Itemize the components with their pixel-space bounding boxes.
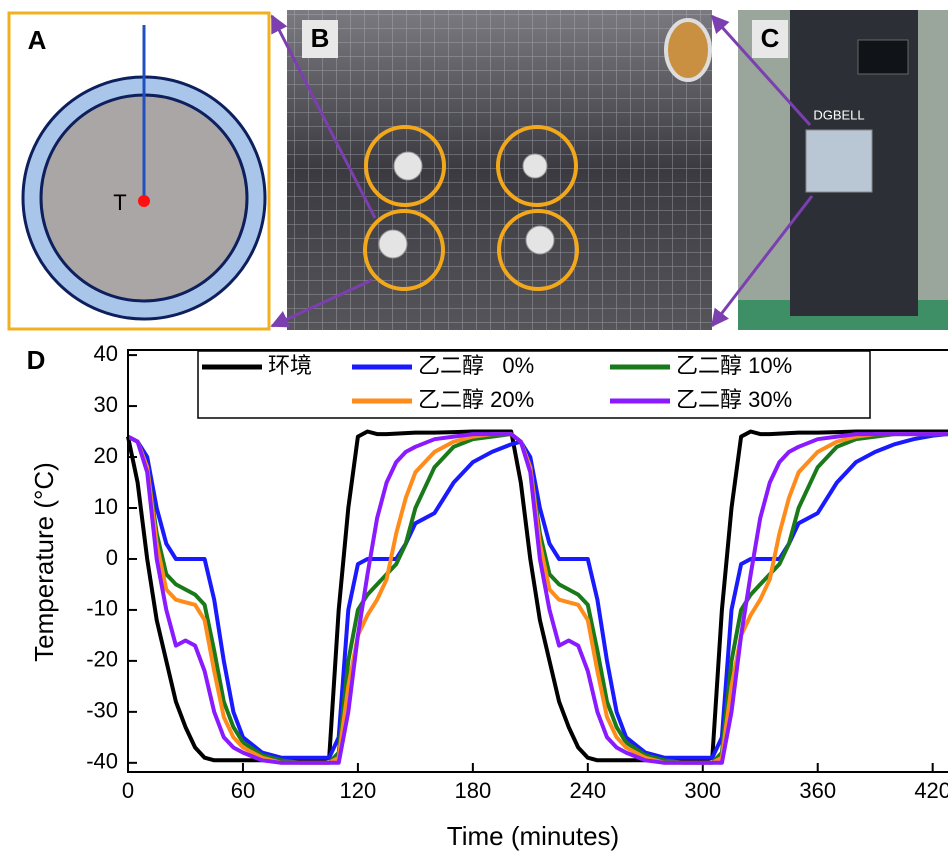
legend-label: 环境 <box>268 353 312 378</box>
x-tick-label: 180 <box>455 778 492 803</box>
highlight <box>364 125 446 207</box>
x-tick-label: 360 <box>799 778 836 803</box>
x-axis-title: Time (minutes) <box>447 821 619 851</box>
x-tick-label: 240 <box>569 778 606 803</box>
y-tick-label: 40 <box>94 341 118 366</box>
legend-label: 乙二醇 10% <box>676 353 792 378</box>
photo-window <box>664 18 712 82</box>
arrow <box>270 278 373 328</box>
legend-label: 乙二醇 30% <box>676 387 792 412</box>
y-tick-label: -40 <box>86 749 118 774</box>
y-tick-label: 20 <box>94 443 118 468</box>
sample <box>378 229 408 259</box>
x-tick-label: 420 <box>914 778 948 803</box>
x-tick-label: 0 <box>122 778 134 803</box>
y-tick-label: 30 <box>94 392 118 417</box>
screen <box>857 39 909 75</box>
panel-c: DGBELL C <box>738 10 948 330</box>
arrow <box>270 14 377 219</box>
arrow <box>710 14 812 127</box>
sensor-point <box>138 195 150 207</box>
legend-box <box>197 350 871 419</box>
sample <box>522 153 548 179</box>
highlight <box>497 209 579 291</box>
panel-a: T A <box>7 11 271 331</box>
highlight-circles <box>363 125 579 291</box>
legend-label: 乙二醇 20% <box>418 387 534 412</box>
y-axis-title: Temperature (°C) <box>29 462 59 662</box>
label-bg <box>302 20 338 58</box>
panel-label: D <box>27 345 46 375</box>
sample <box>393 151 423 181</box>
plot-frame <box>127 349 948 773</box>
x-tick-label: 60 <box>231 778 255 803</box>
panel-label: A <box>28 25 47 55</box>
label-bg <box>752 20 788 58</box>
x-tick-label: 120 <box>340 778 377 803</box>
y-tick-label: -20 <box>86 647 118 672</box>
legend-label: 乙二醇 0% <box>418 353 534 378</box>
panel-b: B <box>287 10 712 330</box>
label-bg <box>22 24 52 58</box>
series-line <box>126 429 948 763</box>
arrow <box>710 195 814 328</box>
sensor-label: T <box>113 190 126 215</box>
panel-label: C <box>761 23 780 53</box>
y-tick-label: 0 <box>106 545 118 570</box>
window <box>805 129 873 193</box>
samples <box>378 151 555 259</box>
sample <box>525 225 555 255</box>
y-tick-label: 10 <box>94 494 118 519</box>
y-tick-label: -10 <box>86 596 118 621</box>
x-tick-label: 300 <box>684 778 721 803</box>
panel-label: B <box>311 23 330 53</box>
series-line <box>127 432 948 765</box>
line-chart: D Time (minutes) Temperature (°C) 0 60 120… <box>27 341 948 851</box>
highlight <box>363 209 445 291</box>
connectors <box>270 14 814 328</box>
brand: DGBELL <box>813 107 864 122</box>
y-tick-label: -30 <box>86 698 118 723</box>
highlight <box>496 125 578 207</box>
